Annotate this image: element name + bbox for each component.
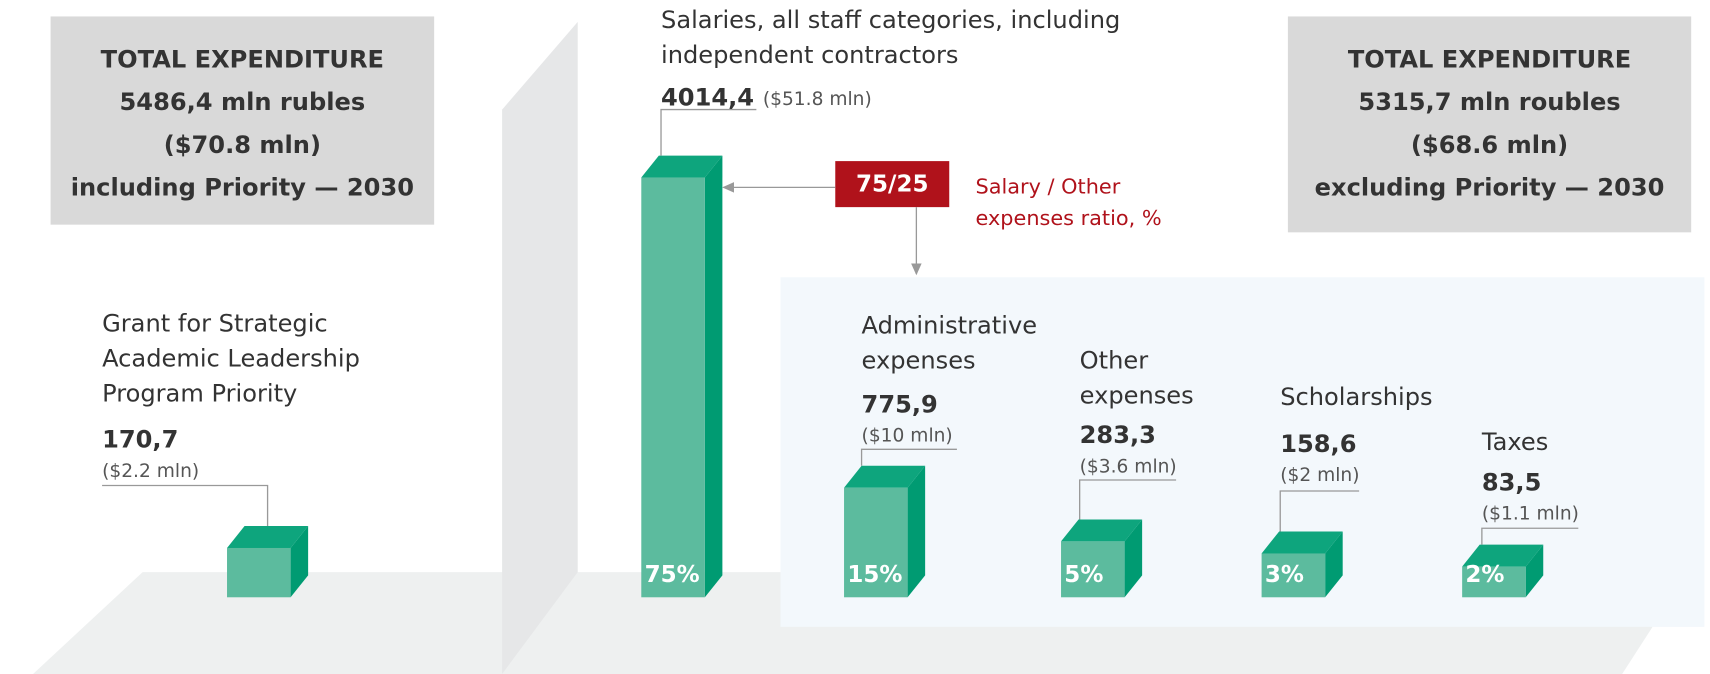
ratio-box xyxy=(835,161,950,208)
share-label: 75% xyxy=(645,562,700,588)
left-box xyxy=(50,16,435,225)
leader xyxy=(1481,527,1579,545)
bar-side xyxy=(907,465,926,598)
bar xyxy=(641,177,705,598)
bar xyxy=(1061,541,1125,598)
item-value: 83,5 xyxy=(1482,468,1542,496)
item-usd: ($2.2 mln) xyxy=(102,461,199,482)
bar-top xyxy=(227,526,309,548)
bar-side xyxy=(1525,544,1544,598)
box-line: TOTAL EXPENDITURE xyxy=(1348,45,1631,73)
item-label: expenses xyxy=(862,347,976,375)
share-label: 2% xyxy=(1465,562,1504,588)
bar-top xyxy=(1261,531,1343,554)
item-value: 283,3 xyxy=(1080,421,1156,449)
item-label: Program Priority xyxy=(102,380,297,408)
right-box xyxy=(1287,16,1692,233)
share-label: 3% xyxy=(1265,562,1304,588)
bar-side xyxy=(704,155,723,598)
share-label: 15% xyxy=(847,562,902,588)
item-label: Grant for Strategic xyxy=(102,309,328,337)
share-label: 5% xyxy=(1064,562,1103,588)
item-label: Scholarships xyxy=(1280,383,1432,411)
wall xyxy=(502,21,578,674)
ratio-value: 75/25 xyxy=(856,172,928,198)
bar-top xyxy=(844,465,926,488)
bar xyxy=(1462,566,1526,598)
item-usd: ($1.1 mln) xyxy=(1482,503,1579,524)
bar-top xyxy=(1462,544,1544,567)
box-line: including Priority — 2030 xyxy=(71,174,414,202)
item-label: Academic Leadership xyxy=(102,344,360,372)
leader xyxy=(1079,479,1177,520)
ratio-label: Salary / Other xyxy=(976,174,1121,198)
item-label: Administrative xyxy=(862,312,1037,340)
bar xyxy=(844,487,908,598)
box-line: 5486,4 mln rubles xyxy=(120,88,366,116)
box-line: TOTAL EXPENDITURE xyxy=(101,45,384,73)
item-label: expenses xyxy=(1080,382,1194,410)
item-label: Salaries, all staff categories, includin… xyxy=(661,6,1120,34)
box-line: ($70.8 mln) xyxy=(164,131,321,159)
bar xyxy=(1261,553,1326,598)
panel xyxy=(780,277,1705,627)
leader xyxy=(860,448,957,466)
item-usd: ($10 mln) xyxy=(862,426,953,447)
bar-side xyxy=(290,526,309,598)
box-line: 5315,7 mln roubles xyxy=(1358,88,1620,116)
leader xyxy=(1279,490,1360,532)
item-label: Taxes xyxy=(1481,428,1548,456)
item-label: Other xyxy=(1080,347,1149,375)
item-usd: ($3.6 mln) xyxy=(1080,456,1177,477)
item-value: 158,6 xyxy=(1280,430,1356,458)
bar-top xyxy=(1061,519,1143,542)
box-line: ($68.6 mln) xyxy=(1411,131,1568,159)
item-value: 4014,4 xyxy=(661,84,754,112)
bar-top xyxy=(641,155,723,178)
item-usd: ($2 mln) xyxy=(1280,465,1359,486)
item-usd: ($51.8 mln) xyxy=(763,89,872,110)
item-label: independent contractors xyxy=(661,41,958,69)
item-value: 775,9 xyxy=(862,390,938,418)
item-value: 170,7 xyxy=(102,426,178,454)
bar xyxy=(227,547,291,598)
bar-side xyxy=(1124,519,1143,598)
box-line: excluding Priority — 2030 xyxy=(1315,174,1665,202)
leader xyxy=(660,108,757,156)
leader xyxy=(102,484,269,527)
ratio-label: expenses ratio, % xyxy=(976,206,1162,230)
